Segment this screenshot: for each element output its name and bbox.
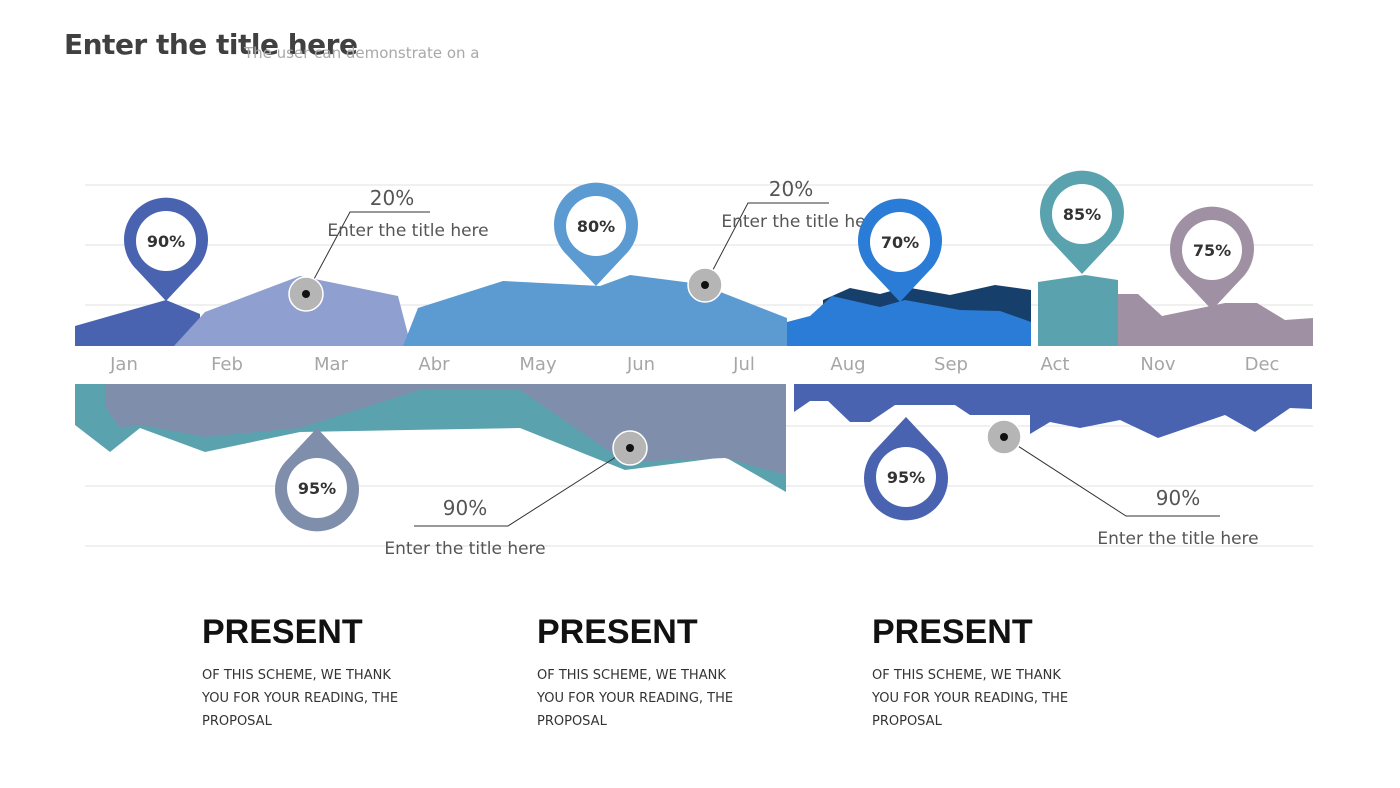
- pin-face: [1182, 220, 1242, 280]
- month-label: Dec: [1245, 354, 1280, 375]
- month-label: Jan: [109, 354, 138, 375]
- month-label: May: [519, 354, 557, 375]
- page-title: Enter the title here: [64, 28, 358, 61]
- present-block: PRESENT OF THIS SCHEME, WE THANK YOU FOR…: [872, 613, 1112, 733]
- leader-line: [305, 211, 430, 295]
- marker-dot: [626, 444, 634, 452]
- pin-label: 85%: [1063, 205, 1101, 224]
- pin-label: 95%: [298, 479, 336, 498]
- pin-face: [136, 211, 196, 271]
- month-labels: Jan Feb Mar Abr May Jun Jul Aug Sep Act …: [109, 354, 1279, 375]
- pin-face: [876, 447, 936, 507]
- area-chart: Jan Feb Mar Abr May Jun Jul Aug Sep Act …: [75, 170, 1313, 559]
- month-label: Act: [1041, 354, 1070, 375]
- map-pin-icon: 75%: [1170, 206, 1254, 310]
- pin-label: 90%: [147, 232, 185, 251]
- callout-value: 20%: [370, 186, 414, 210]
- map-pin-icon: 80%: [554, 182, 638, 286]
- grid-lines: [85, 184, 1313, 547]
- callout-value: 20%: [769, 177, 813, 201]
- area-nov-dec: [1118, 294, 1313, 346]
- pin-face: [870, 212, 930, 272]
- area-bottom-right: [794, 384, 1312, 438]
- callout-text: Enter the title here: [721, 212, 882, 232]
- callout-value: 90%: [1156, 486, 1200, 510]
- area-jan: [75, 300, 200, 346]
- month-label: Abr: [418, 354, 450, 375]
- leader-line: [414, 447, 631, 527]
- marker-dot: [1000, 433, 1008, 441]
- present-heading: PRESENT: [872, 613, 1033, 651]
- callout-text: Enter the title here: [384, 539, 545, 559]
- map-pin-icon: 85%: [1040, 170, 1124, 274]
- bottom-pins: 95% 95%: [275, 417, 948, 532]
- pin-label: 95%: [887, 468, 925, 487]
- marker-dot: [701, 281, 709, 289]
- leader-line: [704, 202, 829, 286]
- month-label: Jun: [626, 354, 655, 375]
- callout-text: Enter the title here: [1097, 529, 1258, 549]
- month-label: Sep: [934, 354, 968, 375]
- map-pin-icon: 70%: [858, 198, 942, 302]
- month-label: Nov: [1140, 354, 1175, 375]
- month-label: Aug: [830, 354, 865, 375]
- top-pins: 90% 80% 70% 85% 75%: [124, 170, 1254, 310]
- marker-dot: [302, 290, 310, 298]
- pin-face: [1052, 184, 1112, 244]
- pin-label: 70%: [881, 233, 919, 252]
- map-pin-icon: 95%: [864, 417, 948, 521]
- callout-4: 90% Enter the title here: [986, 419, 1259, 549]
- page-subtitle: The user can demonstrate on a: [244, 44, 480, 62]
- area-aug-sep: [787, 296, 1031, 346]
- area-feb-mar: [174, 276, 411, 346]
- present-heading: PRESENT: [202, 613, 363, 651]
- pin-label: 75%: [1193, 241, 1231, 260]
- bottom-areas: [75, 384, 1312, 492]
- map-pin-icon: 90%: [124, 197, 208, 301]
- callout-3: 90% Enter the title here: [384, 430, 648, 559]
- present-heading: PRESENT: [537, 613, 698, 651]
- callout-value: 90%: [443, 496, 487, 520]
- pin-label: 80%: [577, 217, 615, 236]
- callout-text: Enter the title here: [327, 221, 488, 241]
- present-body: OF THIS SCHEME, WE THANK YOU FOR YOUR RE…: [202, 668, 399, 729]
- top-areas: [75, 275, 1313, 346]
- present-block: PRESENT OF THIS SCHEME, WE THANK YOU FOR…: [537, 613, 777, 733]
- month-label: Mar: [314, 354, 349, 375]
- map-pin-icon: 95%: [275, 428, 359, 532]
- present-body: OF THIS SCHEME, WE THANK YOU FOR YOUR RE…: [872, 668, 1069, 729]
- leader-line: [1003, 436, 1220, 517]
- present-block: PRESENT OF THIS SCHEME, WE THANK YOU FOR…: [202, 613, 442, 733]
- pin-face: [287, 458, 347, 518]
- pin-face: [566, 196, 626, 256]
- month-label: Feb: [211, 354, 243, 375]
- area-abr-jul: [403, 275, 787, 346]
- callout-1: 20% Enter the title here: [288, 186, 489, 312]
- area-act: [1038, 275, 1118, 346]
- present-body: OF THIS SCHEME, WE THANK YOU FOR YOUR RE…: [537, 668, 734, 729]
- callout-2: 20% Enter the title here: [687, 177, 883, 303]
- month-label: Jul: [732, 354, 755, 375]
